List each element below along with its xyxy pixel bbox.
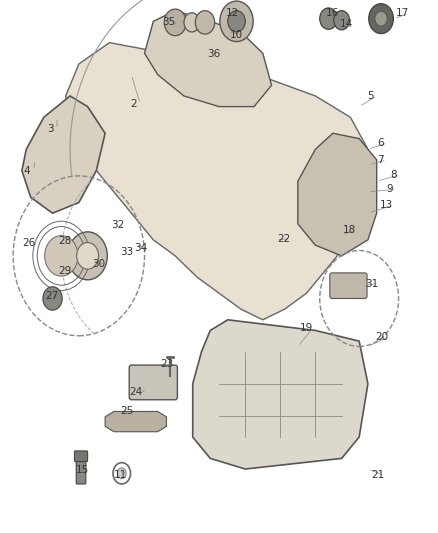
Text: 12: 12 [226, 9, 239, 18]
Polygon shape [22, 96, 105, 213]
Polygon shape [66, 43, 368, 320]
Circle shape [375, 11, 387, 26]
Text: 36: 36 [207, 50, 220, 59]
Text: 20: 20 [375, 332, 389, 342]
Text: 16: 16 [325, 9, 339, 18]
Text: 28: 28 [58, 236, 71, 246]
Text: 15: 15 [76, 465, 89, 475]
Text: 35: 35 [162, 18, 175, 27]
Text: 33: 33 [120, 247, 134, 256]
Text: 7: 7 [377, 155, 384, 165]
Circle shape [43, 287, 62, 310]
Circle shape [45, 236, 78, 276]
Polygon shape [298, 133, 377, 256]
Text: 2: 2 [130, 99, 137, 109]
Text: 17: 17 [396, 9, 409, 18]
Circle shape [320, 8, 337, 29]
Text: 10: 10 [230, 30, 243, 39]
Circle shape [164, 9, 186, 36]
Text: 29: 29 [58, 266, 71, 276]
Circle shape [369, 4, 393, 34]
Circle shape [77, 243, 99, 269]
Text: 19: 19 [300, 323, 313, 333]
Text: 21: 21 [371, 471, 384, 480]
Text: 14: 14 [339, 19, 353, 29]
Text: 3: 3 [47, 124, 54, 134]
Circle shape [117, 468, 126, 479]
Circle shape [334, 11, 350, 30]
Polygon shape [193, 320, 368, 469]
Text: 27: 27 [45, 291, 58, 301]
Text: 6: 6 [378, 138, 385, 148]
Circle shape [195, 11, 215, 34]
FancyBboxPatch shape [76, 456, 86, 484]
Text: 13: 13 [380, 200, 393, 210]
Text: 18: 18 [343, 225, 356, 235]
Text: 8: 8 [390, 170, 397, 180]
Text: 25: 25 [120, 407, 134, 416]
Circle shape [68, 232, 107, 280]
Text: 24: 24 [129, 387, 142, 397]
Text: 31: 31 [365, 279, 378, 288]
Polygon shape [105, 411, 166, 432]
Text: 26: 26 [22, 238, 35, 247]
Text: 34: 34 [134, 243, 148, 253]
Text: 22: 22 [277, 234, 290, 244]
FancyBboxPatch shape [129, 365, 177, 400]
Circle shape [228, 11, 245, 32]
FancyBboxPatch shape [74, 451, 88, 462]
Circle shape [220, 1, 253, 42]
FancyBboxPatch shape [330, 273, 367, 298]
Text: 5: 5 [367, 91, 374, 101]
Polygon shape [145, 11, 272, 107]
Text: 32: 32 [111, 220, 124, 230]
Text: 23: 23 [161, 359, 174, 368]
Text: 30: 30 [92, 259, 105, 269]
Circle shape [184, 13, 200, 32]
Text: 4: 4 [24, 166, 31, 175]
Text: 9: 9 [386, 184, 393, 194]
Text: 11: 11 [114, 471, 127, 480]
